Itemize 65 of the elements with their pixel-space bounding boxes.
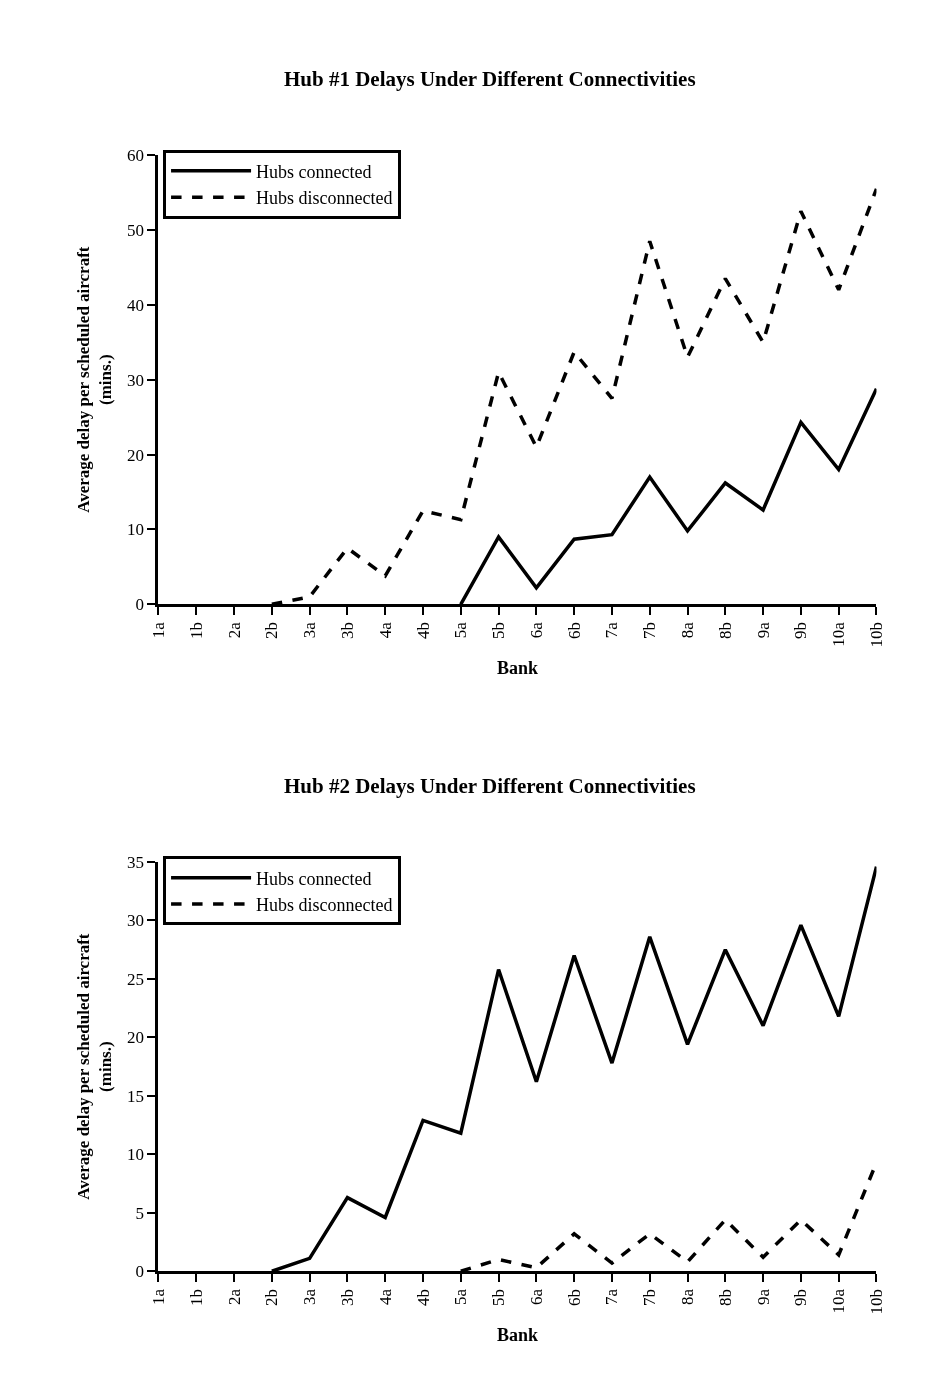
x-tick-label: 8b bbox=[715, 1289, 735, 1307]
y-tick-label: 10 bbox=[127, 1145, 145, 1165]
x-tick-label: 3a bbox=[300, 621, 320, 639]
x-tick-label: 9a bbox=[753, 621, 773, 639]
x-tick-label: 1b bbox=[186, 622, 206, 640]
x-tick-label: 1a bbox=[149, 621, 168, 639]
x-tick-label: 2a bbox=[224, 1288, 244, 1306]
y-tick-label: 20 bbox=[127, 1028, 145, 1048]
x-tick-label: 10b bbox=[867, 1289, 887, 1315]
legend-label: Hubs connected bbox=[256, 868, 372, 889]
y-axis-title: Average delay per scheduled aircraft (mins.) bbox=[73, 933, 115, 1200]
legend-label: Hubs disconnected bbox=[256, 895, 393, 916]
x-tick-label: 3a bbox=[300, 1288, 320, 1306]
y-tick-label: 5 bbox=[135, 1203, 145, 1223]
x-tick-label: 2b bbox=[262, 1289, 282, 1307]
chart-title: Hub #2 Delays Under Different Connectivities bbox=[284, 774, 696, 798]
legend-label: Hubs connected bbox=[256, 161, 372, 182]
x-tick-label: 1a bbox=[149, 1288, 168, 1306]
chart-title: Hub #1 Delays Under Different Connectivities bbox=[284, 67, 696, 91]
x-tick-label: 8b bbox=[715, 622, 735, 640]
x-tick-label: 8a bbox=[678, 1288, 698, 1306]
x-tick-label: 3b bbox=[337, 1289, 357, 1307]
x-tick-label: 5a bbox=[451, 621, 471, 639]
y-tick-label: 30 bbox=[127, 370, 145, 390]
x-tick-label: 10a bbox=[829, 1288, 849, 1314]
x-tick-label: 9a bbox=[753, 1288, 773, 1306]
x-tick-label: 6a bbox=[526, 621, 546, 639]
x-tick-label: 8a bbox=[678, 621, 698, 639]
y-tick-label: 30 bbox=[127, 911, 145, 931]
x-tick-label: 5b bbox=[489, 1289, 509, 1307]
x-tick-label: 4b bbox=[413, 622, 433, 640]
legend-label: Hubs disconnected bbox=[256, 188, 393, 209]
x-tick-label: 1b bbox=[186, 1289, 206, 1307]
x-tick-label: 4b bbox=[413, 1289, 433, 1307]
x-tick-label: 2a bbox=[224, 621, 244, 639]
x-tick-label: 4a bbox=[375, 1288, 395, 1306]
x-tick-label: 7a bbox=[602, 1288, 622, 1306]
x-tick-label: 4a bbox=[375, 621, 395, 639]
x-tick-label: 7b bbox=[640, 1289, 660, 1307]
x-tick-label: 6b bbox=[564, 1289, 584, 1307]
x-tick-label: 9b bbox=[791, 622, 811, 640]
x-tick-label: 7a bbox=[602, 621, 622, 639]
y-tick-label: 0 bbox=[135, 1262, 145, 1282]
y-tick-label: 35 bbox=[127, 852, 145, 872]
x-tick-label: 6a bbox=[526, 1288, 546, 1306]
x-tick-label: 9b bbox=[791, 1289, 811, 1307]
x-axis-title: Bank bbox=[496, 1324, 538, 1345]
y-tick-label: 50 bbox=[127, 220, 145, 240]
x-tick-label: 10a bbox=[829, 621, 849, 647]
x-tick-label: 5b bbox=[489, 622, 509, 640]
y-tick-label: 40 bbox=[127, 295, 145, 315]
y-axis-title: Average delay per scheduled aircraft (mins.) bbox=[73, 246, 115, 513]
y-tick-label: 0 bbox=[135, 595, 145, 615]
x-tick-label: 2b bbox=[262, 622, 282, 640]
x-tick-label: 5a bbox=[451, 1288, 471, 1306]
y-tick-label: 20 bbox=[127, 445, 145, 465]
x-tick-label: 10b bbox=[867, 622, 887, 648]
x-tick-label: 6b bbox=[564, 622, 584, 640]
x-axis-title: Bank bbox=[496, 657, 538, 678]
x-tick-label: 7b bbox=[640, 622, 660, 640]
y-tick-label: 15 bbox=[127, 1086, 145, 1106]
y-tick-label: 25 bbox=[127, 969, 145, 989]
x-tick-label: 3b bbox=[337, 622, 357, 640]
y-tick-label: 10 bbox=[127, 520, 145, 540]
y-tick-label: 60 bbox=[127, 146, 145, 166]
